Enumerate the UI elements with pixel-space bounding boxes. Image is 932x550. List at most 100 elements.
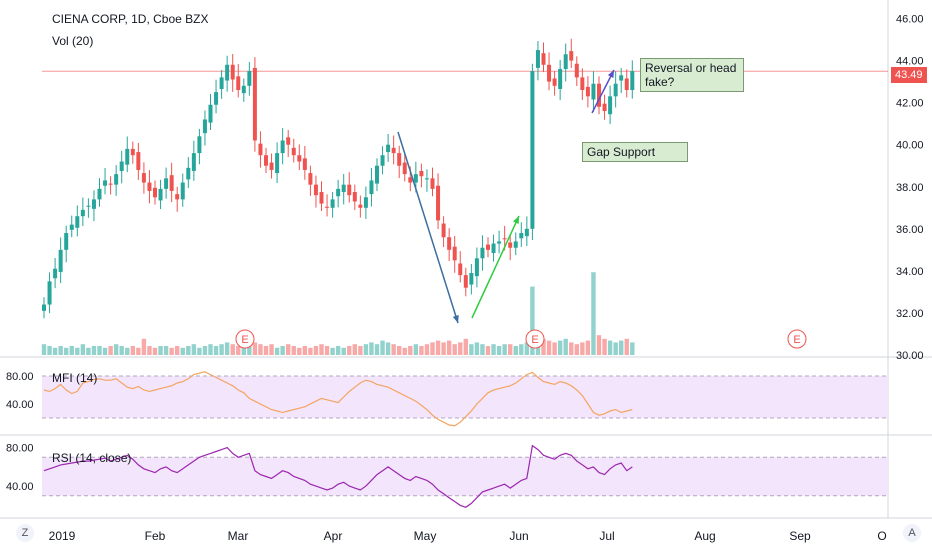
volume-bar [136, 347, 141, 355]
candle-body [436, 185, 441, 221]
volume-bar [574, 344, 579, 355]
candle-body [330, 199, 335, 208]
volume-label: Vol (20) [52, 34, 94, 48]
volume-bar [263, 346, 269, 355]
price-tick-label: 36.00 [896, 224, 924, 236]
volume-bar [80, 344, 86, 355]
candle-body [358, 204, 363, 208]
candle-body [552, 78, 557, 86]
x-tick-label: 2019 [49, 529, 76, 543]
candle-body [380, 155, 385, 166]
candle-body [180, 182, 185, 200]
rsi-tick-label: 40.00 [6, 481, 34, 493]
volume-bar [524, 342, 530, 355]
candle-body [69, 224, 74, 230]
volume-bar [452, 344, 457, 355]
volume-bar [335, 346, 341, 355]
candle-body [219, 77, 224, 89]
x-tick-label: Apr [324, 529, 343, 543]
volume-bar [402, 347, 407, 355]
candle-body [591, 83, 596, 100]
last-price-tag: 43.49 [891, 67, 927, 83]
candle-body [275, 153, 280, 174]
volume-bar [474, 342, 480, 355]
volume-bar [596, 335, 602, 355]
candle-body [75, 216, 80, 228]
volume-bar [313, 346, 319, 355]
candle-body [186, 167, 191, 180]
candle-body [141, 173, 146, 183]
candle-body [336, 188, 341, 197]
rsi-band [42, 457, 888, 496]
volume-bar [58, 346, 63, 355]
mfi-tick-label: 80.00 [6, 371, 34, 383]
volume-bar [619, 340, 624, 355]
volume-bar [502, 344, 507, 355]
candle-body [486, 244, 490, 250]
candle-body [269, 162, 274, 170]
candle-body [313, 184, 318, 196]
volume-bar [519, 344, 524, 355]
volume-bar [602, 338, 607, 355]
zoom-button[interactable]: Z [16, 524, 34, 542]
volume-bar [224, 342, 230, 355]
volume-bar [297, 347, 302, 355]
auto-scale-button[interactable]: A [903, 524, 921, 542]
candle-body [563, 54, 568, 69]
candle-body [252, 67, 257, 141]
earnings-marker-label: E [793, 334, 800, 346]
volume-bar [508, 344, 513, 355]
volume-bar [424, 344, 430, 355]
volume-bar [186, 346, 191, 355]
annotation-reversal: Reversal or head fake? [640, 58, 744, 92]
volume-bar [358, 346, 363, 355]
volume-bar [347, 346, 352, 355]
candle-body [541, 53, 546, 65]
rsi-label: RSI (14, close) [52, 451, 132, 465]
candle-body [169, 175, 174, 191]
volume-bar [113, 344, 119, 355]
volume-bar [569, 342, 574, 355]
volume-bar [397, 346, 402, 355]
volume-bar [430, 342, 435, 355]
volume-bar [75, 347, 80, 355]
candle-body [352, 192, 357, 202]
x-tick-label: Feb [145, 529, 166, 543]
volume-bar [152, 347, 158, 355]
candle-body [519, 233, 524, 239]
candle-body [130, 148, 135, 156]
volume-bar [69, 346, 74, 355]
candle-body [191, 153, 196, 171]
candle-body [158, 188, 163, 201]
earnings-marker-label: E [531, 334, 538, 346]
candle-body [319, 192, 324, 204]
volume-bar [513, 346, 518, 355]
volume-bar [197, 347, 202, 355]
candle-body [108, 183, 113, 185]
candle-body [47, 281, 52, 305]
x-tick-label: Mar [228, 529, 249, 543]
earnings-marker [525, 329, 545, 349]
volume-bar [330, 347, 335, 355]
candle-body [447, 237, 452, 250]
candle-body [325, 206, 330, 208]
candle-body [369, 180, 374, 195]
volume-bar [408, 346, 413, 355]
candle-body [402, 162, 407, 175]
candle-body [153, 187, 157, 198]
volume-bar [64, 347, 69, 355]
down-trend-arrow-head [452, 315, 459, 323]
volume-bar [302, 346, 308, 355]
volume-bar [286, 344, 291, 355]
candle-body [202, 119, 207, 134]
candle-body [42, 304, 46, 311]
volume-bar [446, 340, 452, 355]
mfi-band [42, 376, 888, 418]
volume-bar [258, 344, 263, 355]
rsi-line [43, 444, 633, 508]
volume-bar [363, 344, 369, 355]
earnings-marker-label: E [241, 334, 248, 346]
volume-bar [230, 344, 235, 355]
price-tick-label: 32.00 [896, 308, 924, 320]
